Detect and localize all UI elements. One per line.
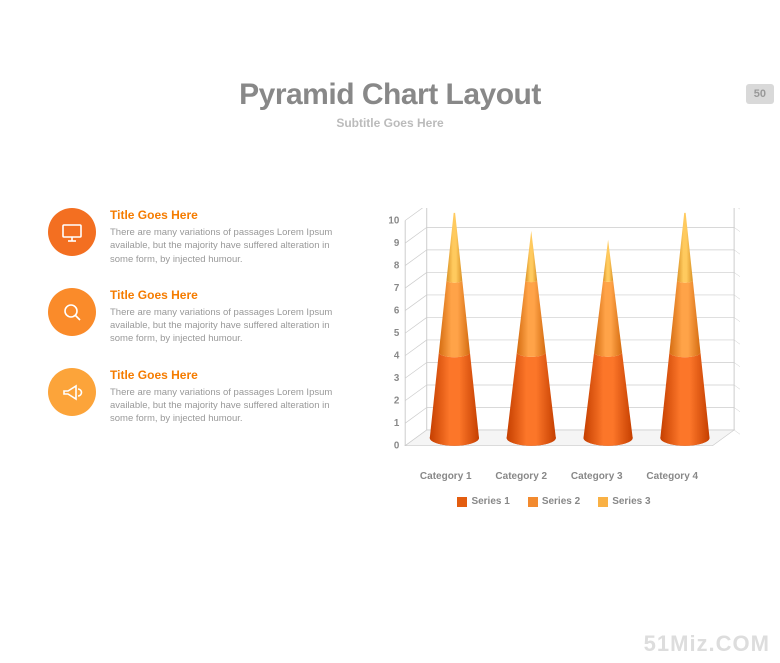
svg-text:6: 6 <box>394 306 400 317</box>
item-title: Title Goes Here <box>110 368 350 382</box>
watermark: 51Miz.COM <box>644 631 770 657</box>
svg-text:7: 7 <box>394 283 399 294</box>
svg-text:5: 5 <box>394 328 400 339</box>
svg-text:9: 9 <box>394 238 400 249</box>
megaphone-icon <box>48 368 96 416</box>
legend-label: Series 1 <box>471 496 509 507</box>
svg-text:8: 8 <box>394 260 400 271</box>
list-item: Title Goes Here There are many variation… <box>48 288 368 346</box>
list-item: Title Goes Here There are many variation… <box>48 208 368 266</box>
x-axis-label: Category 1 <box>420 471 472 482</box>
item-title: Title Goes Here <box>110 288 350 302</box>
monitor-icon <box>48 208 96 256</box>
legend-label: Series 3 <box>612 496 650 507</box>
magnify-icon <box>48 288 96 336</box>
list-item: Title Goes Here There are many variation… <box>48 368 368 426</box>
svg-text:2: 2 <box>394 396 400 407</box>
legend-swatch <box>457 497 467 507</box>
legend-swatch <box>598 497 608 507</box>
svg-text:3: 3 <box>394 373 400 384</box>
item-body: There are many variations of passages Lo… <box>110 386 350 426</box>
content-row: Title Goes Here There are many variation… <box>0 208 780 488</box>
item-body: There are many variations of passages Lo… <box>110 226 350 266</box>
item-body: There are many variations of passages Lo… <box>110 306 350 346</box>
chart-x-labels: Category 1 Category 2 Category 3 Category 4 <box>368 471 740 482</box>
legend-swatch <box>528 497 538 507</box>
chart-legend: Series 1 Series 2 Series 3 <box>368 496 740 507</box>
pyramid-chart: 012345678910 Category 1Category 2Categor… <box>368 208 740 488</box>
svg-text:10: 10 <box>388 215 399 226</box>
item-title: Title Goes Here <box>110 208 350 222</box>
x-axis-label: Category 3 <box>571 471 623 482</box>
svg-text:4: 4 <box>394 351 400 362</box>
slide-subtitle: Subtitle Goes Here <box>0 116 780 130</box>
legend-item: Series 2 <box>528 496 580 507</box>
x-axis-label: Category 2 <box>495 471 547 482</box>
chart-canvas: 0 1 2 3 4 5 6 7 8 9 10 <box>368 208 740 468</box>
slide-title: Pyramid Chart Layout <box>0 78 780 112</box>
legend-label: Series 2 <box>542 496 580 507</box>
bullet-list: Title Goes Here There are many variation… <box>48 208 368 488</box>
x-axis-label: Category 4 <box>646 471 698 482</box>
page-number: 50 <box>746 84 774 104</box>
legend-item: Series 3 <box>598 496 650 507</box>
slide-header: Pyramid Chart Layout Subtitle Goes Here <box>0 78 780 130</box>
svg-text:1: 1 <box>394 418 400 429</box>
legend-item: Series 1 <box>457 496 509 507</box>
svg-text:0: 0 <box>394 441 400 452</box>
